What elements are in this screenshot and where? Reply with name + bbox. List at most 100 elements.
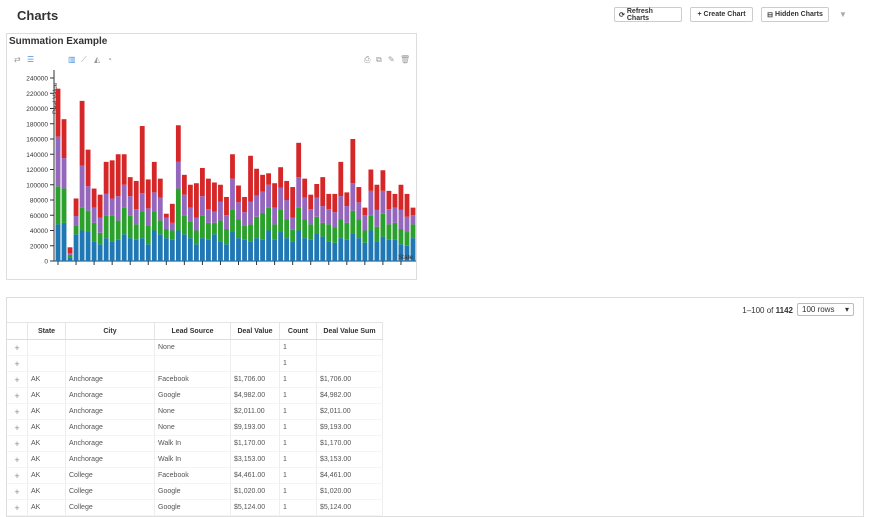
bar-segment[interactable]: [121, 234, 127, 261]
expand-row-icon[interactable]: +: [7, 451, 28, 468]
rows-per-page-select[interactable]: 100 rows ▾: [797, 303, 854, 316]
bar-segment[interactable]: [242, 239, 247, 261]
bar-segment[interactable]: [97, 217, 103, 233]
bar-segment[interactable]: [296, 230, 302, 262]
bar-segment[interactable]: [272, 239, 278, 261]
bar-segment[interactable]: [85, 149, 91, 187]
bar-segment[interactable]: [326, 224, 332, 242]
bar-segment[interactable]: [55, 88, 61, 137]
bar-segment[interactable]: [55, 224, 61, 261]
bar-segment[interactable]: [103, 215, 109, 239]
bar-segment[interactable]: [398, 184, 404, 210]
bar-segment[interactable]: [61, 119, 67, 159]
bar-segment[interactable]: [320, 222, 326, 237]
bar-segment[interactable]: [115, 196, 121, 221]
bar-segment[interactable]: [332, 193, 338, 213]
bar-segment[interactable]: [61, 188, 67, 223]
bar-segment[interactable]: [320, 236, 326, 261]
bar-segment[interactable]: [224, 228, 229, 245]
bar-segment[interactable]: [386, 239, 392, 261]
bar-segment[interactable]: [151, 211, 157, 231]
bar-segment[interactable]: [206, 178, 211, 210]
bar-segment[interactable]: [380, 213, 386, 237]
bar-segment[interactable]: [344, 239, 350, 261]
column-header-count[interactable]: Count: [279, 322, 317, 340]
bar-segment[interactable]: [404, 193, 410, 217]
bar-segment[interactable]: [248, 155, 253, 202]
bar-segment[interactable]: [103, 161, 109, 194]
bar-segment[interactable]: [380, 190, 386, 214]
copy-icon[interactable]: ⧉: [376, 55, 382, 64]
expand-row-icon[interactable]: +: [7, 339, 28, 356]
column-header-state[interactable]: State: [27, 322, 66, 340]
bar-segment[interactable]: [181, 215, 187, 235]
bar-segment[interactable]: [218, 220, 223, 242]
bar-segment[interactable]: [404, 216, 410, 233]
bar-segment[interactable]: [91, 222, 97, 242]
bar-segment[interactable]: [272, 224, 278, 240]
bar-segment[interactable]: [374, 209, 380, 227]
bar-segment[interactable]: [338, 219, 344, 239]
bar-segment[interactable]: [200, 167, 205, 197]
bar-segment[interactable]: [145, 179, 151, 209]
bar-segment[interactable]: [392, 193, 398, 208]
bar-segment[interactable]: [242, 196, 247, 213]
bar-segment[interactable]: [175, 230, 181, 262]
bar-segment[interactable]: [254, 216, 259, 239]
bar-segment[interactable]: [302, 238, 308, 262]
bar-segment[interactable]: [224, 196, 229, 216]
bar-segment[interactable]: [85, 186, 91, 211]
bar-segment[interactable]: [145, 244, 151, 261]
bar-segment[interactable]: [103, 238, 109, 262]
bar-segment[interactable]: [187, 238, 193, 262]
bar-segment[interactable]: [278, 232, 284, 262]
bar-segment[interactable]: [386, 190, 392, 210]
expand-row-icon[interactable]: +: [7, 483, 28, 500]
bar-segment[interactable]: [326, 193, 332, 210]
bar-segment[interactable]: [350, 139, 356, 184]
bar-segment[interactable]: [356, 238, 362, 262]
bar-segment[interactable]: [290, 187, 296, 218]
bar-segment[interactable]: [398, 244, 404, 261]
bar-segment[interactable]: [284, 219, 290, 239]
bar-segment[interactable]: [85, 210, 91, 233]
bar-segment[interactable]: [344, 222, 350, 240]
bar-segment[interactable]: [386, 209, 392, 225]
bar-segment[interactable]: [386, 224, 392, 240]
bar-segment[interactable]: [314, 233, 320, 261]
bar-segment[interactable]: [139, 211, 145, 239]
bar-segment[interactable]: [254, 195, 259, 217]
bar-segment[interactable]: [175, 125, 181, 162]
bar-segment[interactable]: [187, 207, 193, 222]
bar-segment[interactable]: [67, 254, 73, 258]
bar-segment[interactable]: [139, 238, 145, 262]
expand-row-icon[interactable]: +: [7, 435, 28, 452]
bar-segment[interactable]: [193, 183, 199, 218]
bar-segment[interactable]: [296, 177, 302, 208]
bar-segment[interactable]: [193, 230, 199, 245]
bar-segment[interactable]: [290, 229, 296, 242]
bar-segment[interactable]: [302, 178, 308, 198]
bar-segment[interactable]: [392, 207, 398, 223]
bar-segment[interactable]: [133, 224, 139, 240]
bar-segment[interactable]: [115, 154, 121, 197]
bar-segment[interactable]: [236, 185, 241, 203]
bar-segment[interactable]: [314, 183, 320, 198]
bar-segment[interactable]: [314, 197, 320, 217]
area-chart-icon[interactable]: ◭: [94, 55, 101, 64]
bar-segment[interactable]: [362, 207, 368, 216]
bar-segment[interactable]: [260, 191, 265, 213]
bar-segment[interactable]: [115, 239, 121, 261]
bar-segment[interactable]: [278, 187, 284, 210]
bar-segment[interactable]: [212, 222, 217, 235]
bar-segment[interactable]: [115, 220, 121, 240]
bar-segment[interactable]: [193, 244, 199, 261]
bar-segment[interactable]: [67, 253, 73, 255]
bar-segment[interactable]: [61, 158, 67, 189]
expand-row-icon[interactable]: +: [7, 403, 28, 420]
bar-segment[interactable]: [248, 201, 253, 225]
list-icon[interactable]: ☰: [27, 55, 35, 64]
bar-segment[interactable]: [350, 210, 356, 234]
bar-segment[interactable]: [344, 206, 350, 223]
bar-segment[interactable]: [338, 161, 344, 197]
